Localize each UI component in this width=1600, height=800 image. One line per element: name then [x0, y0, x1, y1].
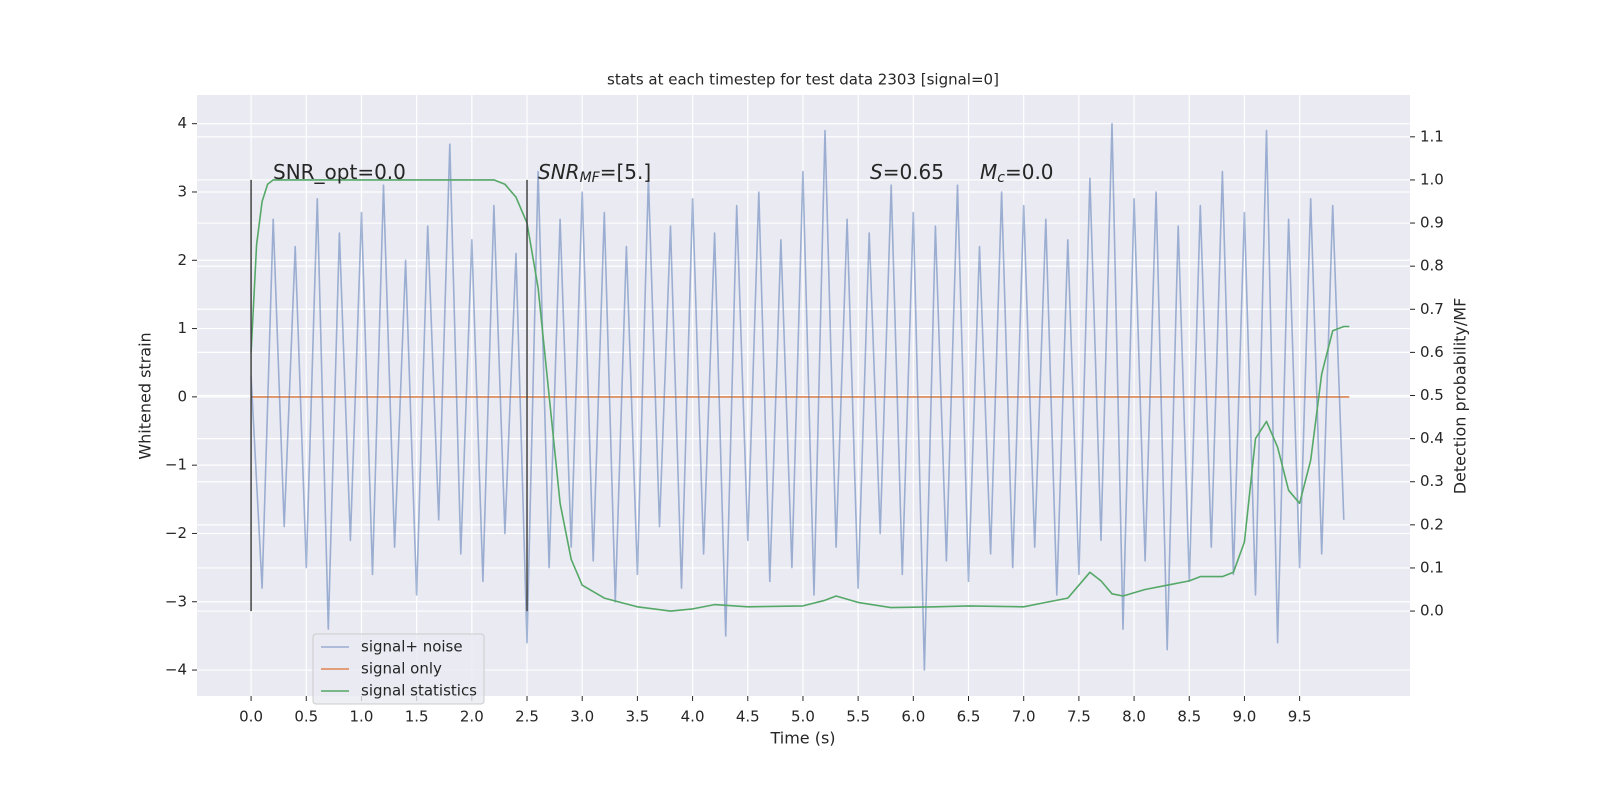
- y2-tick-label: 0.5: [1420, 386, 1444, 404]
- legend-label: signal only: [361, 660, 442, 678]
- y2-tick-label: 0.1: [1420, 558, 1444, 576]
- chart-title: stats at each timestep for test data 230…: [607, 71, 999, 89]
- annotation-text: SNR: [538, 160, 580, 184]
- y-tick-label: 1: [177, 319, 187, 337]
- x-tick-label: 9.0: [1233, 708, 1257, 726]
- annotation: Mc=0.0: [980, 160, 1054, 187]
- x-tick-label: 8.5: [1177, 708, 1201, 726]
- x-tick-label: 5.5: [846, 708, 870, 726]
- annotation-text: M: [980, 160, 997, 184]
- x-tick-label: 2.5: [515, 708, 539, 726]
- legend-label: signal+ noise: [361, 638, 463, 656]
- y-tick-label: 3: [177, 182, 187, 200]
- x-tick-label: 6.0: [901, 708, 925, 726]
- y2-tick-label: 0.3: [1420, 472, 1444, 490]
- y-tick-label: 0: [177, 387, 187, 405]
- y2-axis-label: Detection probability/MF: [1451, 298, 1470, 495]
- y-tick-label: 4: [177, 114, 187, 132]
- y2-tick-label: 0.0: [1420, 602, 1444, 620]
- y-tick-label: 2: [177, 251, 187, 269]
- y-tick-label: −3: [165, 592, 187, 610]
- annotation-text: SNR_opt=0.0: [273, 160, 406, 184]
- x-tick-label: 8.0: [1122, 708, 1146, 726]
- x-tick-label: 7.5: [1067, 708, 1091, 726]
- annotation: S=0.65: [870, 160, 944, 184]
- x-tick-label: 4.5: [736, 708, 760, 726]
- y2-tick-label: 0.8: [1420, 257, 1444, 275]
- y-tick-label: −1: [165, 456, 187, 474]
- series-line: [250, 122, 1345, 671]
- y2-tick-label: 0.6: [1420, 343, 1444, 361]
- annotation-subscript: c: [997, 170, 1005, 186]
- y2-tick-label: 0.7: [1420, 300, 1444, 318]
- x-tick-label: 0.5: [294, 708, 318, 726]
- x-tick-label: 1.5: [405, 708, 429, 726]
- x-axis-label: Time (s): [769, 729, 835, 748]
- y-tick-label: −4: [165, 661, 187, 679]
- annotation-text: S: [870, 160, 883, 184]
- x-tick-label: 7.0: [1012, 708, 1036, 726]
- annotation-value: =0.65: [883, 160, 944, 184]
- annotation-value: =0.0: [1005, 160, 1054, 184]
- x-tick-label: 5.0: [791, 708, 815, 726]
- x-tick-label: 3.5: [625, 708, 649, 726]
- y-tick-label: −2: [165, 524, 187, 542]
- legend-box: [312, 633, 485, 705]
- annotation: SNRMF=[5.]: [538, 160, 651, 187]
- x-tick-label: 0.0: [239, 708, 263, 726]
- legend: signal+ noise signal only signal statistic…: [312, 633, 485, 705]
- y2-tick-label: 0.4: [1420, 429, 1444, 447]
- x-tick-label: 9.5: [1288, 708, 1312, 726]
- x-tick-label: 1.0: [350, 708, 374, 726]
- annotation: SNR_opt=0.0: [273, 160, 406, 184]
- annotation-value: =[5.]: [600, 160, 651, 184]
- y2-tick-label: 0.9: [1420, 214, 1444, 232]
- y2-tick-label: 1.1: [1420, 127, 1444, 145]
- x-tick-label: 6.5: [957, 708, 981, 726]
- x-tick-label: 2.0: [460, 708, 484, 726]
- y-axis-label: Whitened strain: [136, 332, 155, 459]
- y2-tick-label: 1.0: [1420, 170, 1444, 188]
- series-line: [250, 179, 1350, 612]
- y2-tick-label: 0.2: [1420, 515, 1444, 533]
- x-tick-label: 3.0: [570, 708, 594, 726]
- annotation-subscript: MF: [580, 170, 601, 186]
- x-tick-label: 4.0: [681, 708, 705, 726]
- legend-label: signal statistics: [361, 682, 477, 700]
